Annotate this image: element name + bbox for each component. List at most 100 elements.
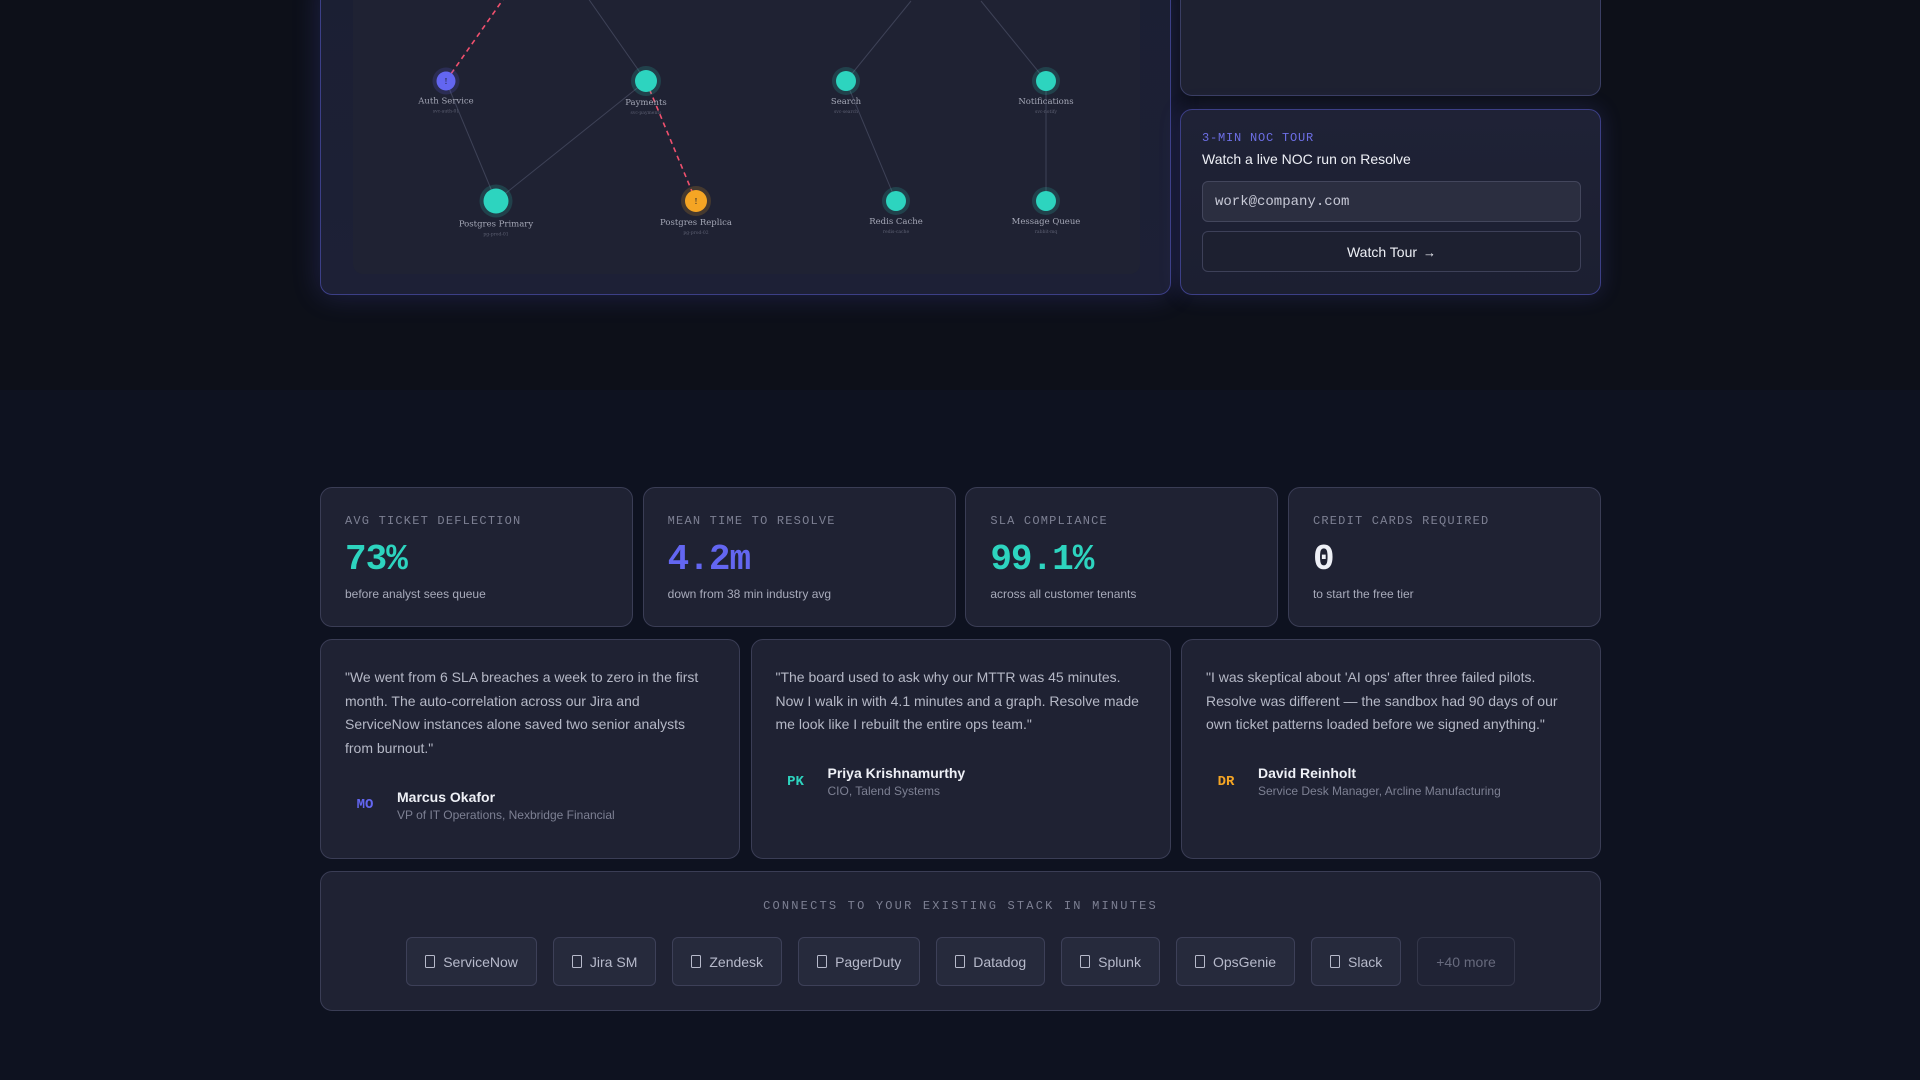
document-icon (955, 955, 966, 968)
integration-label: Splunk (1098, 953, 1141, 970)
stat-card-sla: SLA COMPLIANCE 99.1% across all customer… (965, 487, 1279, 627)
dependency-link (980, 0, 1047, 82)
author-name: Marcus Okafor (397, 788, 496, 805)
integration-chip-pagerduty[interactable]: PagerDuty (798, 937, 921, 986)
integration-chip-slack[interactable]: Slack (1311, 937, 1402, 986)
node-label: Auth Service (417, 97, 473, 107)
document-icon (1330, 955, 1341, 968)
avatar: MO (356, 797, 374, 814)
document-icon (571, 955, 582, 968)
integrations-heading: CONNECTS TO YOUR EXISTING STACK IN MINUT… (763, 899, 1158, 913)
stat-caption: to start the free tier (1312, 587, 1414, 601)
integration-label: ServiceNow (443, 953, 518, 970)
integration-chips: ServiceNow Jira SM Zendesk PagerDuty Dat… (321, 937, 1600, 986)
node-label: Postgres Replica (660, 218, 732, 228)
integration-chip-splunk[interactable]: Splunk (1061, 937, 1160, 986)
noc-tour-card: 3-MIN NOC TOUR Watch a live NOC run on R… (1180, 109, 1601, 295)
integrations-card: CONNECTS TO YOUR EXISTING STACK IN MINUT… (320, 871, 1601, 1011)
node-dot (1036, 191, 1056, 211)
topology-node-search[interactable]: Search svc-search (831, 67, 862, 115)
node-label: Notifications (1018, 97, 1073, 107)
stat-caption: down from 38 min industry avg (667, 587, 832, 601)
incident-link (645, 80, 697, 202)
stat-value: 73% (345, 539, 408, 580)
topology-node-pg-replica[interactable]: ! Postgres Replica pg-prod-02 (660, 186, 732, 236)
node-dot (685, 190, 707, 212)
stat-card-credit-cards: CREDIT CARDS REQUIRED 0 to start the fre… (1287, 487, 1601, 627)
node-dot (836, 71, 856, 91)
author-role: Service Desk Manager, Arcline Manufactur… (1258, 784, 1501, 799)
integration-label: Jira SM (589, 953, 638, 970)
topology-node-redis[interactable]: Redis Cache redis-cache (869, 187, 923, 235)
document-icon (425, 955, 436, 968)
stat-value: 4.2m (667, 539, 751, 580)
dependency-link (495, 80, 647, 202)
avatar: DR (1217, 773, 1235, 790)
node-label: Payments (625, 98, 667, 108)
node-dot (1036, 71, 1056, 91)
node-dot (886, 191, 906, 211)
node-sublabel: pg-prod-01 (483, 232, 508, 238)
topology-node-pg-primary[interactable]: Postgres Primary pg-prod-01 (459, 184, 534, 238)
stat-card-mttr: MEAN TIME TO RESOLVE 4.2m down from 38 m… (642, 487, 956, 627)
node-label: Message Queue (1012, 217, 1081, 227)
integration-chip-jira-sm[interactable]: Jira SM (552, 937, 657, 986)
node-sublabel: pg-prod-02 (683, 230, 708, 236)
author-role: VP of IT Operations, Nexbridge Financial (397, 807, 615, 822)
dependency-link (845, 80, 897, 202)
integration-label: OpsGenie (1212, 953, 1277, 970)
topology-node-payments[interactable]: Payments svc-payments (625, 66, 667, 116)
email-field[interactable] (1202, 181, 1581, 222)
more-integrations-chip[interactable]: +40 more (1417, 937, 1515, 986)
document-icon (1194, 955, 1205, 968)
stat-value: 99.1% (990, 539, 1094, 580)
service-topology-panel: ! Auth Service svc-auth-01 Payments svc-paym… (320, 0, 1171, 295)
node-sublabel: svc-auth-01 (433, 109, 460, 115)
avatar: PK (787, 773, 804, 790)
integration-label: Datadog (973, 953, 1027, 970)
dependency-link (588, 0, 647, 82)
integration-chip-datadog[interactable]: Datadog (936, 937, 1046, 986)
node-label: Postgres Primary (459, 220, 534, 230)
testimonials-row: "We went from 6 SLA breaches a week to z… (320, 639, 1601, 859)
stat-label: CREDIT CARDS REQUIRED (1312, 514, 1490, 528)
topology-node-auth[interactable]: ! Auth Service svc-auth-01 (417, 67, 474, 115)
stat-caption: across all customer tenants (990, 587, 1137, 601)
testimonial-quote: "I was skeptical about 'AI ops' after th… (1206, 669, 1558, 733)
stats-row: AVG TICKET DEFLECTION 73% before analyst… (320, 487, 1601, 627)
integration-chip-servicenow[interactable]: ServiceNow (406, 937, 537, 986)
node-dot (436, 71, 456, 91)
side-card (1180, 0, 1601, 96)
node-label: Redis Cache (869, 217, 923, 227)
integration-label: PagerDuty (835, 953, 902, 970)
alert-badge: ! (694, 197, 697, 206)
node-sublabel: svc-notify (1035, 109, 1057, 115)
author-name: David Reinholt (1258, 765, 1357, 782)
integration-chip-zendesk[interactable]: Zendesk (672, 937, 783, 986)
document-icon (1080, 955, 1091, 968)
integration-label: Zendesk (709, 953, 764, 970)
testimonial-author: MO Marcus Okafor VP of IT Operations, Ne… (345, 785, 715, 825)
document-icon (691, 955, 702, 968)
stat-label: AVG TICKET DEFLECTION (345, 514, 522, 528)
node-sublabel: rabbit-mq (1035, 229, 1058, 235)
node-dot (635, 70, 657, 92)
node-dot (483, 188, 509, 214)
author-role: CIO, Talend Systems (827, 784, 941, 799)
author-name: Priya Krishnamurthy (827, 765, 966, 782)
watch-tour-button[interactable]: Watch Tour → (1202, 231, 1581, 272)
document-icon (817, 955, 828, 968)
integration-chip-opsgenie[interactable]: OpsGenie (1175, 937, 1296, 986)
stat-label: MEAN TIME TO RESOLVE (667, 514, 836, 528)
stat-caption: before analyst sees queue (345, 587, 486, 601)
node-label: Search (831, 97, 862, 107)
node-sublabel: svc-payments (631, 110, 663, 116)
watch-tour-label: Watch Tour (1346, 243, 1418, 260)
alert-badge: ! (444, 77, 447, 86)
testimonial-quote: "We went from 6 SLA breaches a week to z… (345, 669, 699, 756)
node-sublabel: redis-cache (883, 229, 910, 235)
topology-graph: ! Auth Service svc-auth-01 Payments svc-paym… (417, 0, 1081, 238)
topology-node-notifications[interactable]: Notifications svc-notify (1018, 67, 1074, 115)
topology-node-mq[interactable]: Message Queue rabbit-mq (1012, 187, 1081, 235)
testimonial-quote: "The board used to ask why our MTTR was … (775, 669, 1139, 733)
